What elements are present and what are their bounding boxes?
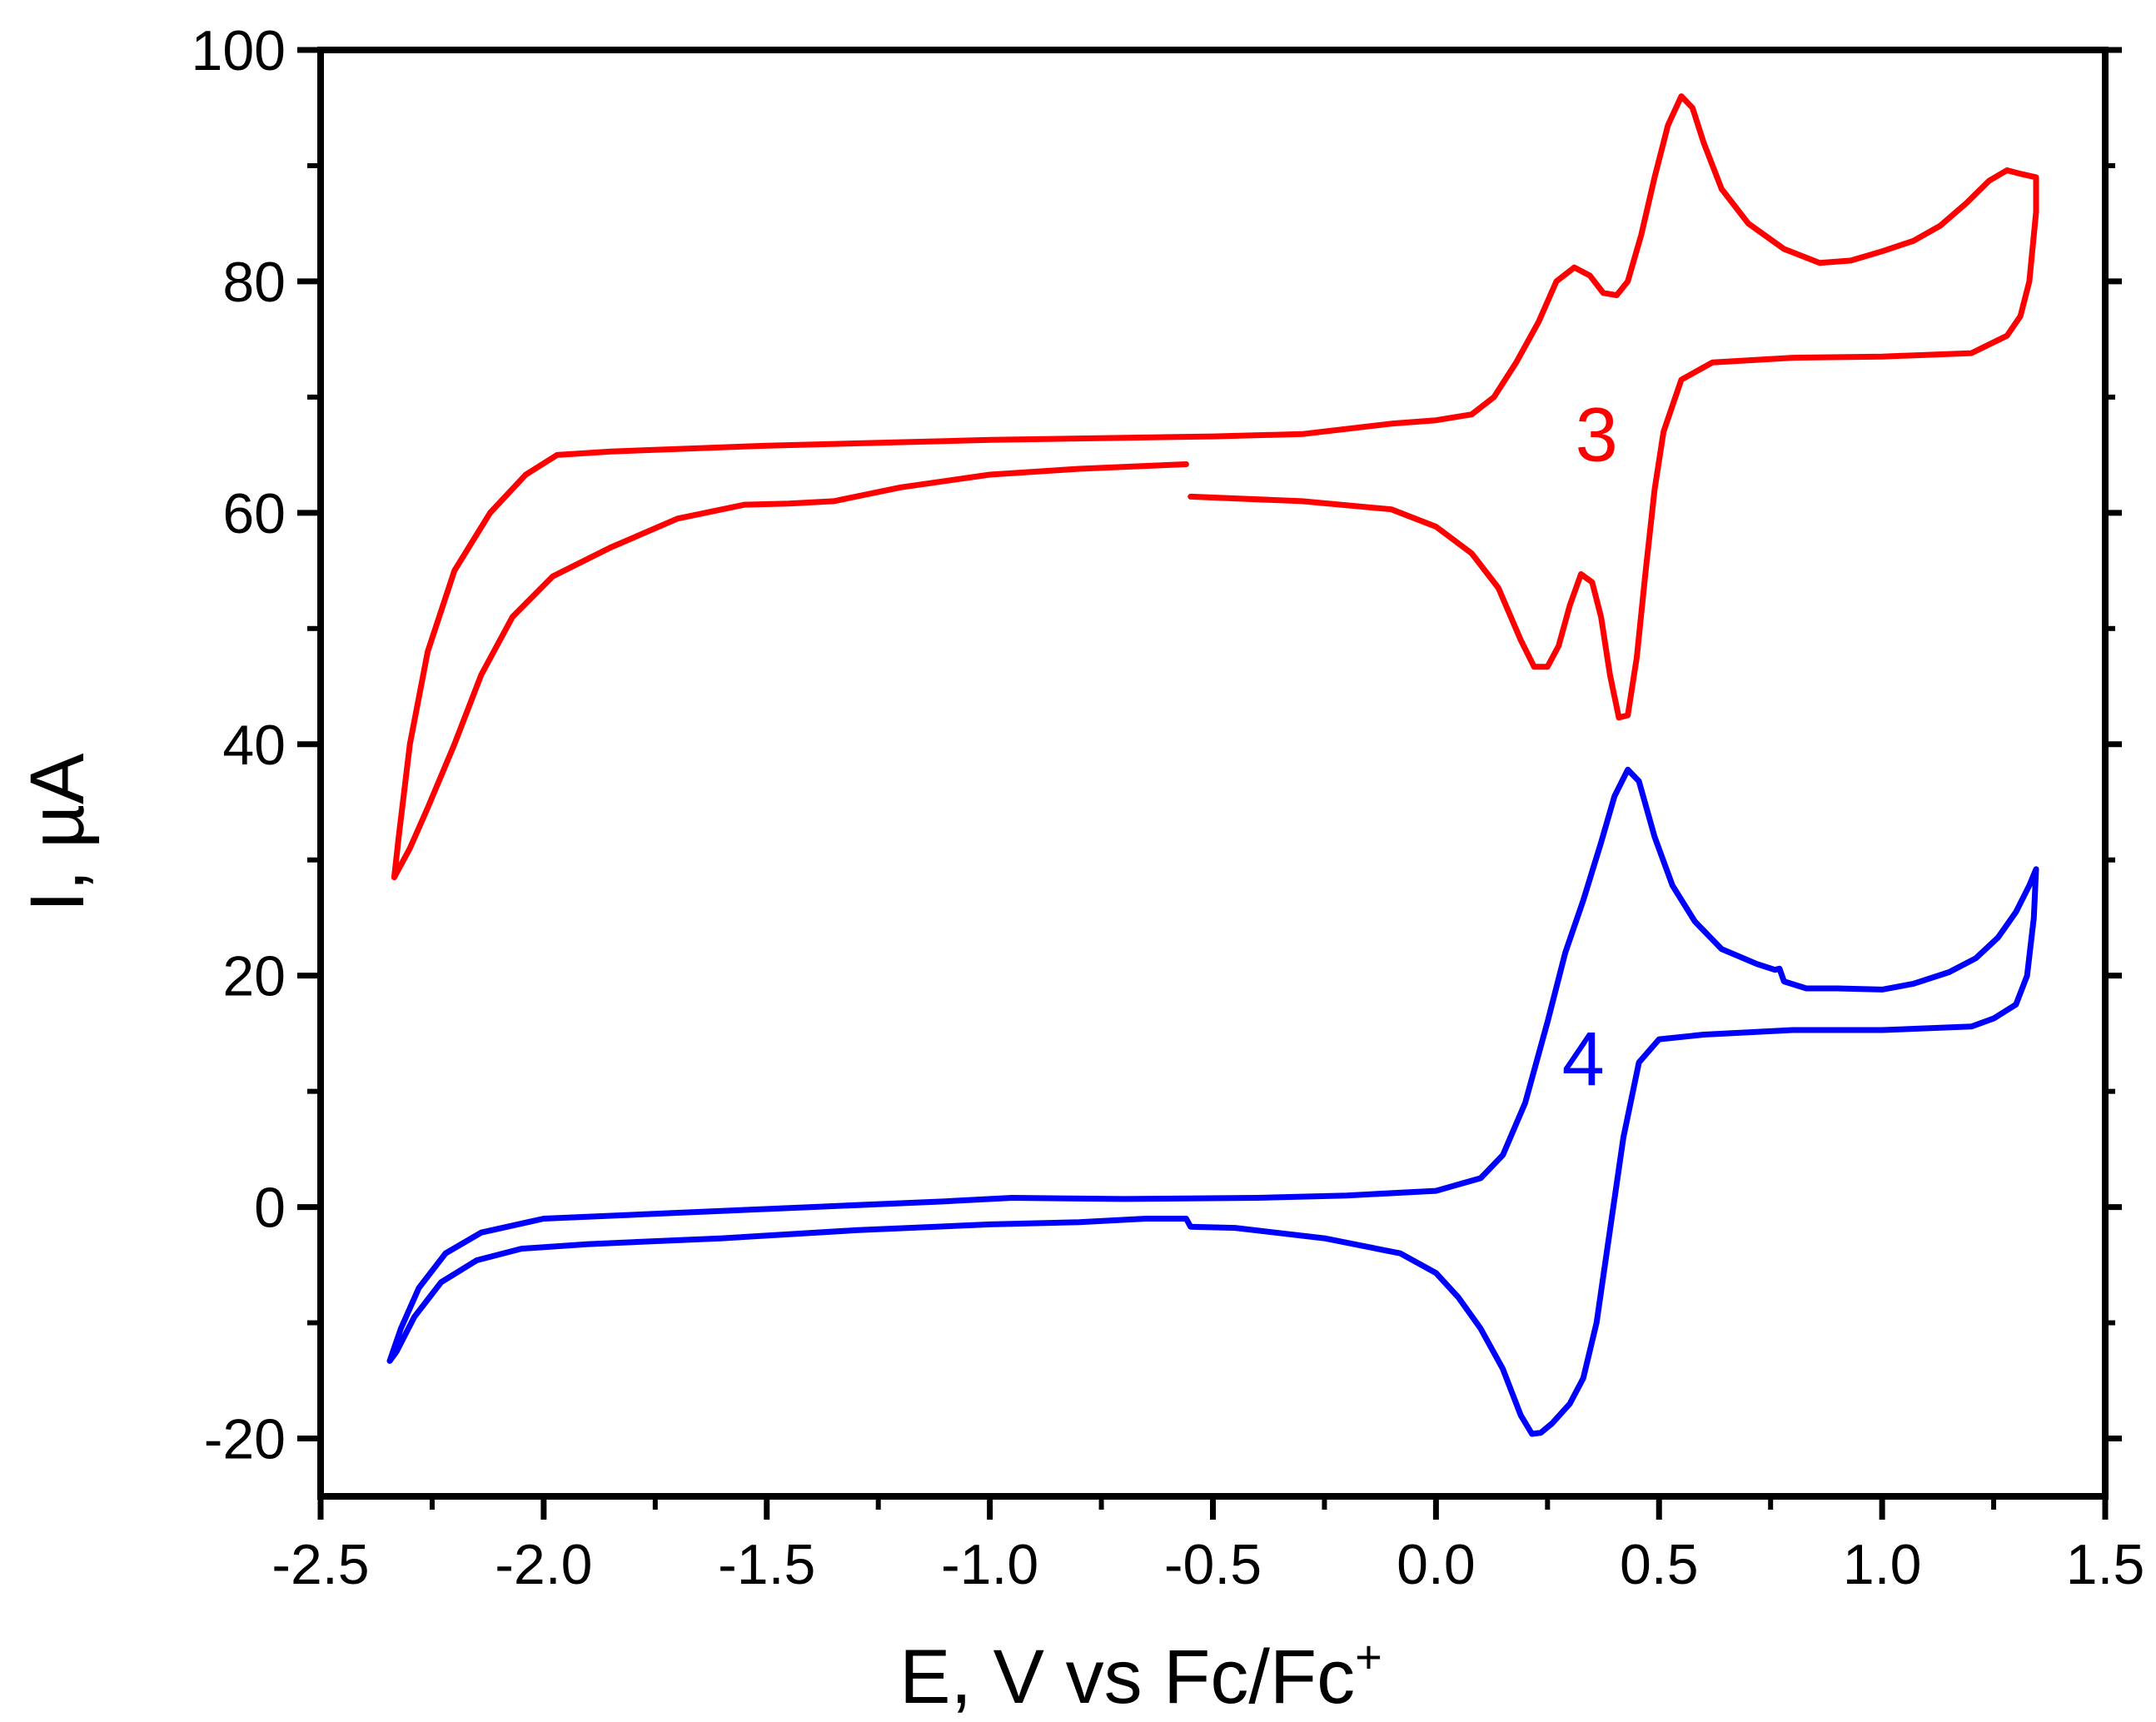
series-label-4: 4 (1562, 1018, 1605, 1102)
plot-area (317, 47, 2109, 1500)
y-axis: -20 0 20 40 60 80 100 (192, 19, 2122, 1471)
series-line-3 (391, 93, 2039, 881)
y-tick-label: 100 (192, 19, 286, 82)
y-tick-label: 40 (222, 714, 286, 777)
series-line-4 (386, 766, 2039, 1437)
series-layer (386, 93, 2039, 1437)
x-tick-label: 0.0 (1397, 1533, 1476, 1596)
x-axis-title: E, V vs Fc/Fc+ (899, 1630, 1382, 1720)
x-tick-label: -2.5 (271, 1533, 369, 1596)
x-tick-label: 1.5 (2066, 1533, 2145, 1596)
annotation-layer: 34 (1562, 392, 1618, 1102)
x-tick-label: -2.0 (495, 1533, 592, 1596)
x-tick-label: -0.5 (1164, 1533, 1262, 1596)
y-tick-label: -20 (204, 1408, 286, 1471)
x-tick-label: -1.5 (718, 1533, 815, 1596)
x-tick-label: 0.5 (1620, 1533, 1699, 1596)
y-tick-label: 0 (254, 1177, 286, 1240)
y-tick-label: 60 (222, 482, 286, 545)
x-tick-label: 1.0 (1843, 1533, 1922, 1596)
y-axis-title: I, µA (15, 753, 100, 913)
y-tick-label: 20 (222, 945, 286, 1008)
series-label-3: 3 (1576, 392, 1618, 477)
y-tick-label: 80 (222, 251, 286, 314)
x-tick-label: -1.0 (941, 1533, 1038, 1596)
x-axis: -2.5 -2.0 -1.5 -1.0 -0.5 0.0 0.5 1.0 1.5 (271, 1496, 2144, 1596)
plot-frame (317, 47, 2109, 1500)
